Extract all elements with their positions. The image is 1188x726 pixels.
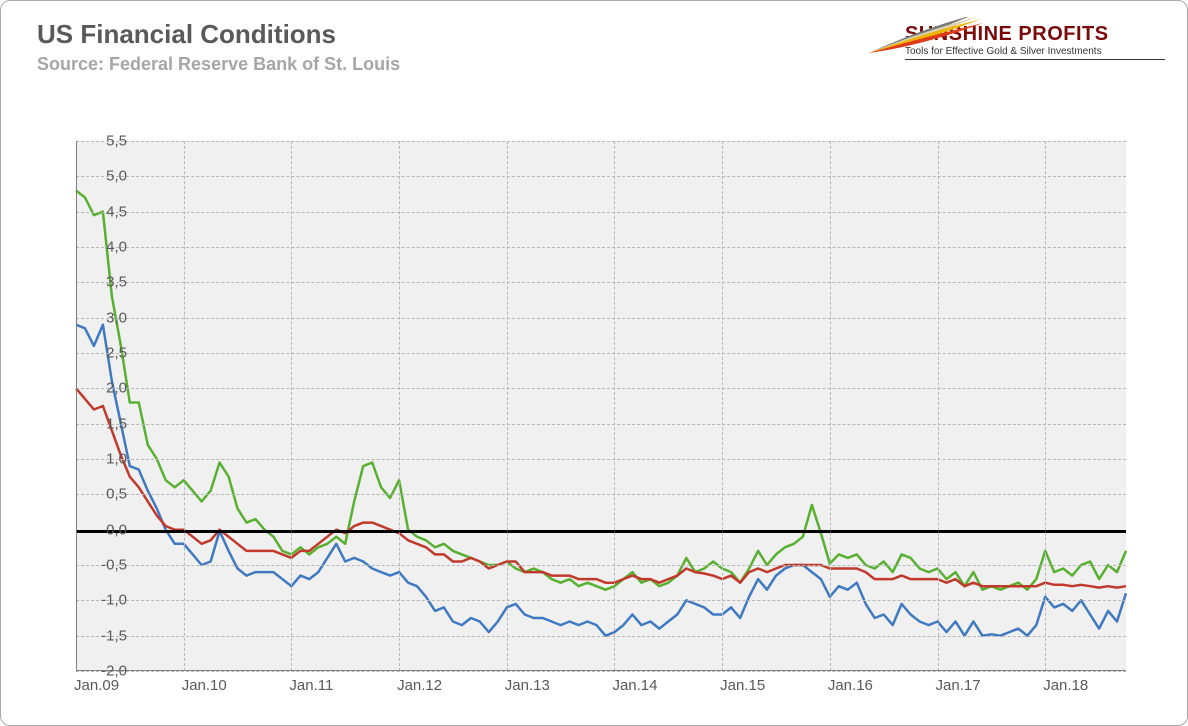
h-gridline	[76, 318, 1126, 319]
h-gridline	[76, 388, 1126, 389]
y-tick-label: 4,5	[77, 203, 127, 220]
y-tick-label: 0,5	[77, 486, 127, 503]
h-gridline	[76, 636, 1126, 637]
y-tick-label: -1,0	[77, 592, 127, 609]
h-gridline	[76, 494, 1126, 495]
series-red	[76, 388, 1126, 587]
v-gridline	[507, 141, 508, 671]
y-tick-label: -0,5	[77, 557, 127, 574]
v-gridline	[938, 141, 939, 671]
x-tick-label: Jan.18	[1043, 677, 1088, 694]
h-gridline	[76, 176, 1126, 177]
chart-subtitle: Source: Federal Reserve Bank of St. Loui…	[37, 54, 400, 75]
h-gridline	[76, 671, 1126, 672]
x-tick-label: Jan.14	[612, 677, 657, 694]
h-gridline	[76, 459, 1126, 460]
v-gridline	[184, 141, 185, 671]
logo-swoosh-icon	[865, 17, 985, 57]
y-tick-label: 4,0	[77, 239, 127, 256]
y-tick-label: 3,0	[77, 309, 127, 326]
h-gridline	[76, 565, 1126, 566]
h-gridline	[76, 353, 1126, 354]
y-tick-label: 1,5	[77, 415, 127, 432]
chart-title: US Financial Conditions	[37, 19, 400, 50]
x-tick-label: Jan.13	[505, 677, 550, 694]
y-tick-label: -1,5	[77, 627, 127, 644]
brand-logo: SUNSHINE PROFITS Tools for Effective Gol…	[905, 23, 1165, 60]
h-gridline	[76, 141, 1126, 142]
x-tick-label: Jan.12	[397, 677, 442, 694]
plot-area	[76, 141, 1126, 671]
v-gridline	[291, 141, 292, 671]
y-tick-label: 3,5	[77, 274, 127, 291]
x-tick-label: Jan.10	[182, 677, 227, 694]
y-tick-label: 1,0	[77, 451, 127, 468]
x-tick-label: Jan.17	[936, 677, 981, 694]
chart-header: US Financial Conditions Source: Federal …	[37, 19, 400, 75]
v-gridline	[1045, 141, 1046, 671]
h-gridline	[76, 282, 1126, 283]
y-tick-label: 5,5	[77, 133, 127, 150]
h-gridline	[76, 212, 1126, 213]
y-tick-label: 2,0	[77, 380, 127, 397]
h-gridline	[76, 424, 1126, 425]
x-axis	[76, 670, 1126, 671]
h-gridline	[76, 247, 1126, 248]
h-gridline	[76, 600, 1126, 601]
x-tick-label: Jan.16	[828, 677, 873, 694]
x-tick-label: Jan.11	[289, 677, 333, 694]
zero-line	[76, 530, 1126, 533]
x-tick-label: Jan.15	[720, 677, 765, 694]
v-gridline	[399, 141, 400, 671]
v-gridline	[830, 141, 831, 671]
x-tick-label: Jan.09	[74, 677, 119, 694]
y-tick-label: 2,5	[77, 345, 127, 362]
v-gridline	[614, 141, 615, 671]
y-tick-label: 0,0	[77, 521, 127, 538]
y-tick-label: 5,0	[77, 168, 127, 185]
v-gridline	[722, 141, 723, 671]
chart-frame: US Financial Conditions Source: Federal …	[0, 0, 1188, 726]
line-chart-svg	[76, 141, 1126, 671]
